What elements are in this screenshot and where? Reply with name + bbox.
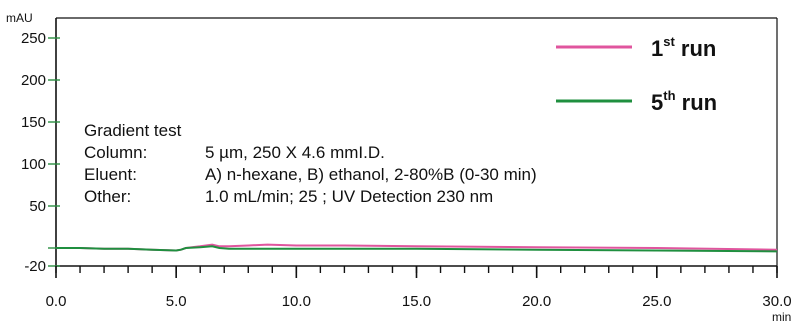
y-tick-label: 150	[21, 114, 46, 131]
y-tick-label: 250	[21, 30, 46, 47]
series-lines	[56, 243, 778, 253]
annotation-other-value: 1.0 mL/min; 25 ; UV Detection 230 nm	[205, 187, 493, 206]
x-unit-label: min	[772, 310, 791, 324]
annotation: Gradient test Column: 5 µm, 250 X 4.6 mm…	[84, 121, 537, 206]
x-tick-label: 15.0	[402, 293, 431, 310]
y-tick-label: 200	[21, 72, 46, 89]
x-tick-label: 20.0	[522, 293, 551, 310]
x-tick-label: 10.0	[282, 293, 311, 310]
x-tick-label: 5.0	[166, 293, 187, 310]
y-tick-label: 100	[21, 156, 46, 173]
y-tick-label: 50	[29, 198, 46, 215]
annotation-title: Gradient test	[84, 121, 182, 140]
series-line-2	[56, 245, 778, 253]
legend: 1st run 5th run	[556, 34, 717, 115]
annotation-eluent-value: A) n-hexane, B) ethanol, 2-80%B (0-30 mi…	[205, 165, 537, 184]
x-ticks: 0.0 5.0 10.0 15.0 20.0 25.0 30.0	[46, 266, 792, 310]
y-ticks: 250 200 150 100 50 -20	[21, 30, 60, 275]
x-tick-label: 25.0	[642, 293, 671, 310]
legend-label: 1st run	[651, 34, 716, 61]
x-tick-label: 30.0	[762, 293, 791, 310]
y-tick-label: -20	[24, 258, 46, 275]
x-tick-label: 0.0	[46, 293, 67, 310]
annotation-column-key: Column:	[84, 143, 147, 162]
axes	[55, 17, 778, 267]
annotation-column-value: 5 µm, 250 X 4.6 mmI.D.	[205, 143, 385, 162]
legend-label: 5th run	[651, 88, 717, 115]
y-unit-label: mAU	[6, 11, 33, 25]
annotation-other-key: Other:	[84, 187, 131, 206]
annotation-eluent-key: Eluent:	[84, 165, 137, 184]
